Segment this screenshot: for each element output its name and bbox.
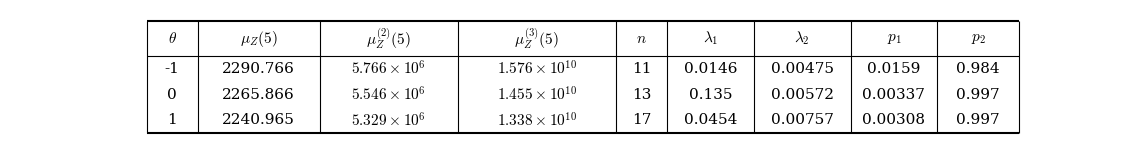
Text: 13: 13 — [632, 88, 652, 102]
Text: $1.455 \times 10^{10}$: $1.455 \times 10^{10}$ — [497, 86, 576, 104]
Text: $\theta$: $\theta$ — [167, 31, 176, 46]
Text: 0.997: 0.997 — [956, 88, 999, 102]
Text: 1: 1 — [167, 113, 177, 127]
Text: $5.546 \times 10^6$: $5.546 \times 10^6$ — [351, 86, 426, 104]
Text: 0.00337: 0.00337 — [863, 88, 926, 102]
Text: 2265.866: 2265.866 — [223, 88, 296, 102]
Text: 17: 17 — [632, 113, 652, 127]
Text: 0.00308: 0.00308 — [862, 113, 926, 127]
Text: $p_1$: $p_1$ — [887, 32, 902, 46]
Text: -1: -1 — [165, 62, 180, 76]
Text: 0.135: 0.135 — [689, 88, 732, 102]
Text: $1.576 \times 10^{10}$: $1.576 \times 10^{10}$ — [497, 60, 576, 78]
Text: 0.0454: 0.0454 — [683, 113, 737, 127]
Text: 0.997: 0.997 — [956, 113, 999, 127]
Text: 2240.965: 2240.965 — [223, 113, 296, 127]
Text: $\mu_Z^{(2)}(5)$: $\mu_Z^{(2)}(5)$ — [366, 26, 412, 51]
Text: 11: 11 — [632, 62, 652, 76]
Text: $5.329 \times 10^6$: $5.329 \times 10^6$ — [351, 111, 426, 129]
Text: $p_2$: $p_2$ — [971, 32, 986, 46]
Text: 0.984: 0.984 — [956, 62, 999, 76]
Text: $\lambda_2$: $\lambda_2$ — [795, 30, 810, 47]
Text: $\mu_Z(5)$: $\mu_Z(5)$ — [240, 29, 277, 49]
Text: 0.0159: 0.0159 — [868, 62, 921, 76]
Text: 0.00757: 0.00757 — [771, 113, 833, 127]
Text: $1.338 \times 10^{10}$: $1.338 \times 10^{10}$ — [497, 111, 576, 129]
Text: $n$: $n$ — [636, 32, 647, 46]
Text: $\mu_Z^{(3)}(5)$: $\mu_Z^{(3)}(5)$ — [514, 26, 559, 51]
Text: 0: 0 — [167, 88, 177, 102]
Text: 0.0146: 0.0146 — [683, 62, 737, 76]
Text: 0.00572: 0.00572 — [771, 88, 833, 102]
Text: 0.00475: 0.00475 — [771, 62, 833, 76]
Text: 2290.766: 2290.766 — [223, 62, 296, 76]
Text: $5.766 \times 10^6$: $5.766 \times 10^6$ — [351, 60, 426, 78]
Text: $\lambda_1$: $\lambda_1$ — [703, 30, 717, 47]
